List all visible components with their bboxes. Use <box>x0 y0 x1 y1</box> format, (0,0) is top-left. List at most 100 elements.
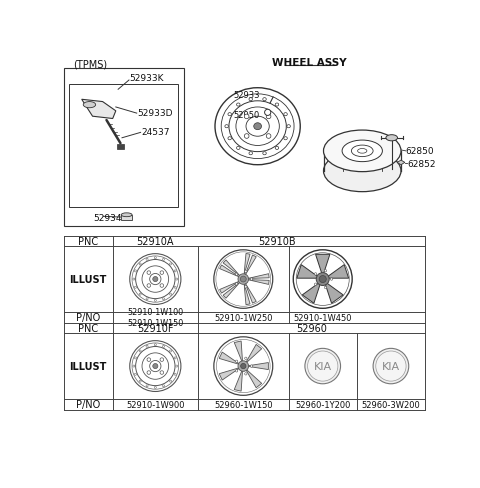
Text: KIA: KIA <box>382 361 400 371</box>
Text: 52910-1W900: 52910-1W900 <box>126 400 185 409</box>
Circle shape <box>160 358 164 362</box>
Ellipse shape <box>324 151 401 192</box>
Circle shape <box>146 385 148 387</box>
Circle shape <box>238 361 249 371</box>
Polygon shape <box>249 363 268 370</box>
Text: 52934: 52934 <box>93 214 122 223</box>
Text: P/NO: P/NO <box>76 399 100 409</box>
Circle shape <box>147 284 151 288</box>
Circle shape <box>293 250 352 309</box>
Circle shape <box>376 351 406 381</box>
Text: 52933: 52933 <box>233 91 260 100</box>
Polygon shape <box>327 265 348 279</box>
Ellipse shape <box>83 102 96 108</box>
Ellipse shape <box>358 149 367 154</box>
Circle shape <box>130 341 181 392</box>
Ellipse shape <box>228 138 231 141</box>
Ellipse shape <box>228 113 231 117</box>
Polygon shape <box>220 265 240 277</box>
Circle shape <box>373 348 409 384</box>
Circle shape <box>174 373 176 375</box>
Ellipse shape <box>284 113 288 117</box>
Circle shape <box>134 270 136 272</box>
Ellipse shape <box>225 125 228 128</box>
Circle shape <box>160 271 164 275</box>
Circle shape <box>174 357 176 359</box>
Text: PNC: PNC <box>78 323 98 333</box>
Polygon shape <box>302 283 320 304</box>
Ellipse shape <box>351 146 373 157</box>
Text: 52960-1Y200: 52960-1Y200 <box>295 400 350 409</box>
Circle shape <box>153 277 158 282</box>
Text: 52910-1W250: 52910-1W250 <box>214 313 273 322</box>
Ellipse shape <box>342 141 383 163</box>
Circle shape <box>142 266 168 293</box>
Ellipse shape <box>236 108 279 146</box>
Circle shape <box>235 360 238 363</box>
Circle shape <box>136 260 175 299</box>
Text: PNC: PNC <box>78 237 98 246</box>
Polygon shape <box>397 161 405 165</box>
Ellipse shape <box>249 152 252 156</box>
Circle shape <box>134 373 136 375</box>
Text: 52960: 52960 <box>296 323 327 333</box>
Circle shape <box>216 340 270 393</box>
Circle shape <box>142 353 168 380</box>
Polygon shape <box>223 261 240 277</box>
Circle shape <box>235 370 238 372</box>
Circle shape <box>305 348 340 384</box>
Text: 52950: 52950 <box>234 111 260 120</box>
Bar <box>64 69 184 227</box>
Ellipse shape <box>275 104 279 107</box>
Circle shape <box>314 284 317 286</box>
Polygon shape <box>234 371 242 391</box>
Circle shape <box>169 380 171 383</box>
Ellipse shape <box>237 147 240 150</box>
Polygon shape <box>245 256 256 276</box>
Ellipse shape <box>254 123 262 130</box>
Circle shape <box>146 259 148 261</box>
Circle shape <box>266 115 271 120</box>
Ellipse shape <box>386 135 397 142</box>
Circle shape <box>146 346 148 347</box>
Polygon shape <box>248 274 269 279</box>
Polygon shape <box>246 345 262 363</box>
Ellipse shape <box>284 138 288 141</box>
Circle shape <box>163 298 165 300</box>
Text: 52960-1W150: 52960-1W150 <box>214 400 273 409</box>
Ellipse shape <box>229 102 286 152</box>
Circle shape <box>244 115 249 120</box>
Bar <box>69 85 178 207</box>
Circle shape <box>160 371 164 375</box>
Circle shape <box>139 350 141 352</box>
Text: 52933D: 52933D <box>137 109 173 118</box>
Polygon shape <box>219 352 239 365</box>
Text: 52910B: 52910B <box>259 237 296 246</box>
Circle shape <box>154 386 156 388</box>
Text: 52910A: 52910A <box>137 237 174 246</box>
Circle shape <box>245 373 247 375</box>
Circle shape <box>133 279 135 281</box>
Polygon shape <box>244 254 250 275</box>
Circle shape <box>296 253 349 306</box>
Polygon shape <box>82 100 116 119</box>
Circle shape <box>139 380 141 383</box>
Text: 52933K: 52933K <box>130 74 164 83</box>
Circle shape <box>235 273 238 276</box>
Circle shape <box>150 361 161 372</box>
Circle shape <box>154 344 156 346</box>
Circle shape <box>134 286 136 288</box>
Text: KIA: KIA <box>313 361 332 371</box>
Circle shape <box>136 347 175 386</box>
Circle shape <box>163 385 165 387</box>
Circle shape <box>264 110 271 116</box>
Polygon shape <box>220 282 240 293</box>
Polygon shape <box>325 283 343 304</box>
Circle shape <box>251 365 252 367</box>
Ellipse shape <box>246 117 269 137</box>
Text: 52960-3W200: 52960-3W200 <box>361 400 420 409</box>
Circle shape <box>160 284 164 288</box>
Circle shape <box>240 277 246 283</box>
Polygon shape <box>234 341 242 361</box>
Text: 62852: 62852 <box>407 160 436 168</box>
